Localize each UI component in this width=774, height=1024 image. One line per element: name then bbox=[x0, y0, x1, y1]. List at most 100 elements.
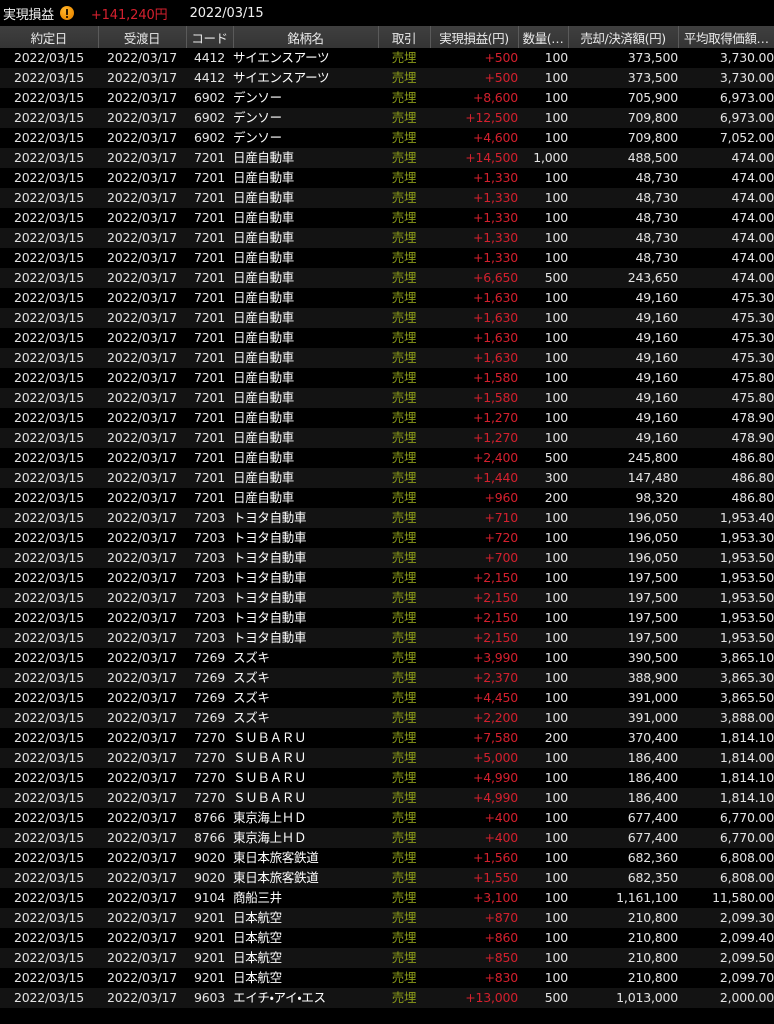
cell-trade-date: 2022/03/15 bbox=[13, 950, 85, 965]
table-row[interactable]: 2022/03/15 2022/03/17 9201 日本航空 売埋 +870 100 210… bbox=[0, 908, 774, 928]
cell-avg-price: 1,953.50 bbox=[719, 590, 774, 605]
cell-name: 日産自動車 bbox=[233, 450, 295, 465]
table-row[interactable]: 2022/03/15 2022/03/17 7270 ＳＵＢＡＲＵ 売埋 +5,000 10… bbox=[0, 748, 774, 768]
cell-code: 7270 bbox=[193, 730, 225, 745]
cell-realized-pl: +1,270 bbox=[472, 430, 518, 445]
cell-name: 東京海上ＨＤ bbox=[233, 830, 307, 845]
cell-realized-pl: +4,600 bbox=[472, 130, 518, 145]
table-row[interactable]: 2022/03/15 2022/03/17 7203 トヨタ自動車 売埋 +710 100 1… bbox=[0, 508, 774, 528]
cell-quantity: 100 bbox=[544, 390, 568, 405]
table-row[interactable]: 2022/03/15 2022/03/17 9603 エイチ・アイ・エス 売埋 +13,0… bbox=[0, 988, 774, 1008]
table-row[interactable]: 2022/03/15 2022/03/17 7203 トヨタ自動車 売埋 +2,150 10… bbox=[0, 588, 774, 608]
cell-quantity: 100 bbox=[544, 170, 568, 185]
cell-code: 7270 bbox=[193, 770, 225, 785]
table-row[interactable]: 2022/03/15 2022/03/17 8766 東京海上ＨＤ 売埋 +400 100 6… bbox=[0, 828, 774, 848]
cell-avg-price: 3,865.10 bbox=[719, 650, 774, 665]
table-row[interactable]: 2022/03/15 2022/03/17 7203 トヨタ自動車 売埋 +2,150 10… bbox=[0, 628, 774, 648]
cell-trade-date: 2022/03/15 bbox=[13, 170, 85, 185]
table-row[interactable]: 2022/03/15 2022/03/17 7201 日産自動車 売埋 +2,400 500… bbox=[0, 448, 774, 468]
realized-pl-table-container[interactable]: 約定日 受渡日 コード 銘柄名 取引 実現損益(円) 数量(… 売却/決済額(円… bbox=[0, 26, 774, 1008]
column-header-realized-pl[interactable]: 実現損益(円) bbox=[430, 26, 519, 48]
cell-quantity: 100 bbox=[544, 250, 568, 265]
table-row[interactable]: 2022/03/15 2022/03/17 4412 サイエンスアーツ 売埋 +500 10… bbox=[0, 68, 774, 88]
cell-realized-pl: +6,650 bbox=[472, 270, 518, 285]
cell-amount: 196,050 bbox=[627, 550, 678, 565]
table-row[interactable]: 2022/03/15 2022/03/17 7201 日産自動車 売埋 +1,270 100… bbox=[0, 428, 774, 448]
table-row[interactable]: 2022/03/15 2022/03/17 4412 サイエンスアーツ 売埋 +500 10… bbox=[0, 48, 774, 68]
table-row[interactable]: 2022/03/15 2022/03/17 7201 日産自動車 売埋 +1,580 100… bbox=[0, 368, 774, 388]
cell-code: 7201 bbox=[193, 210, 225, 225]
table-row[interactable]: 2022/03/15 2022/03/17 7270 ＳＵＢＡＲＵ 売埋 +4,990 10… bbox=[0, 768, 774, 788]
table-row[interactable]: 2022/03/15 2022/03/17 7203 トヨタ自動車 売埋 +720 100 1… bbox=[0, 528, 774, 548]
table-row[interactable]: 2022/03/15 2022/03/17 9020 東日本旅客鉄道 売埋 +1,560 1… bbox=[0, 848, 774, 868]
table-row[interactable]: 2022/03/15 2022/03/17 7269 スズキ 売埋 +2,200 100 39… bbox=[0, 708, 774, 728]
cell-trade-type: 売埋 bbox=[391, 650, 417, 665]
cell-realized-pl: +3,100 bbox=[472, 890, 518, 905]
table-row[interactable]: 2022/03/15 2022/03/17 7201 日産自動車 売埋 +1,330 100… bbox=[0, 248, 774, 268]
table-row[interactable]: 2022/03/15 2022/03/17 7201 日産自動車 売埋 +6,650 500… bbox=[0, 268, 774, 288]
table-row[interactable]: 2022/03/15 2022/03/17 7201 日産自動車 売埋 +960 200 98… bbox=[0, 488, 774, 508]
table-row[interactable]: 2022/03/15 2022/03/17 7201 日産自動車 売埋 +1,580 100… bbox=[0, 388, 774, 408]
table-row[interactable]: 2022/03/15 2022/03/17 9201 日本航空 売埋 +850 100 210… bbox=[0, 948, 774, 968]
cell-settle-date: 2022/03/17 bbox=[106, 190, 178, 205]
table-row[interactable]: 2022/03/15 2022/03/17 7270 ＳＵＢＡＲＵ 売埋 +4,990 10… bbox=[0, 788, 774, 808]
table-row[interactable]: 2022/03/15 2022/03/17 9020 東日本旅客鉄道 売埋 +1,550 1… bbox=[0, 868, 774, 888]
table-row[interactable]: 2022/03/15 2022/03/17 9104 商船三井 売埋 +3,100 100 1… bbox=[0, 888, 774, 908]
warning-exclamation-icon[interactable] bbox=[59, 6, 74, 20]
cell-amount: 677,400 bbox=[627, 810, 678, 825]
cell-quantity: 100 bbox=[544, 790, 568, 805]
table-row[interactable]: 2022/03/15 2022/03/17 9201 日本航空 売埋 +860 100 210… bbox=[0, 928, 774, 948]
table-row[interactable]: 2022/03/15 2022/03/17 7270 ＳＵＢＡＲＵ 売埋 +7,580 20… bbox=[0, 728, 774, 748]
realized-pl-table: 約定日 受渡日 コード 銘柄名 取引 実現損益(円) 数量(… 売却/決済額(円… bbox=[0, 26, 774, 1008]
cell-amount: 147,480 bbox=[627, 470, 678, 485]
cell-amount: 370,400 bbox=[627, 730, 678, 745]
table-row[interactable]: 2022/03/15 2022/03/17 6902 デンソー 売埋 +12,500 100… bbox=[0, 108, 774, 128]
table-row[interactable]: 2022/03/15 2022/03/17 7201 日産自動車 売埋 +1,330 100… bbox=[0, 228, 774, 248]
cell-amount: 197,500 bbox=[627, 610, 678, 625]
column-header-code[interactable]: コード bbox=[186, 26, 234, 48]
table-row[interactable]: 2022/03/15 2022/03/17 6902 デンソー 売埋 +4,600 100 7… bbox=[0, 128, 774, 148]
cell-quantity: 100 bbox=[544, 310, 568, 325]
cell-name: エイチ・アイ・エス bbox=[233, 990, 326, 1005]
cell-avg-price: 475.30 bbox=[731, 350, 774, 365]
cell-trade-type: 売埋 bbox=[391, 410, 417, 425]
cell-trade-type: 売埋 bbox=[391, 450, 417, 465]
table-row[interactable]: 2022/03/15 2022/03/17 7201 日産自動車 売埋 +1,270 100… bbox=[0, 408, 774, 428]
cell-quantity: 100 bbox=[544, 650, 568, 665]
cell-trade-date: 2022/03/15 bbox=[13, 250, 85, 265]
table-row[interactable]: 2022/03/15 2022/03/17 7201 日産自動車 売埋 +1,440 300… bbox=[0, 468, 774, 488]
table-row[interactable]: 2022/03/15 2022/03/17 7203 トヨタ自動車 売埋 +2,150 10… bbox=[0, 568, 774, 588]
table-row[interactable]: 2022/03/15 2022/03/17 7201 日産自動車 売埋 +1,630 100… bbox=[0, 328, 774, 348]
column-header-avg-price[interactable]: 平均取得価額… bbox=[678, 26, 774, 48]
table-row[interactable]: 2022/03/15 2022/03/17 7203 トヨタ自動車 売埋 +700 100 1… bbox=[0, 548, 774, 568]
table-row[interactable]: 2022/03/15 2022/03/17 7269 スズキ 売埋 +4,450 100 39… bbox=[0, 688, 774, 708]
table-row[interactable]: 2022/03/15 2022/03/17 9201 日本航空 売埋 +830 100 210… bbox=[0, 968, 774, 988]
cell-trade-type: 売埋 bbox=[391, 470, 417, 485]
table-row[interactable]: 2022/03/15 2022/03/17 8766 東京海上ＨＤ 売埋 +400 100 6… bbox=[0, 808, 774, 828]
table-row[interactable]: 2022/03/15 2022/03/17 7201 日産自動車 売埋 +14,500 1,… bbox=[0, 148, 774, 168]
cell-avg-price: 475.30 bbox=[731, 310, 774, 325]
cell-code: 7201 bbox=[193, 410, 225, 425]
column-header-trade-type[interactable]: 取引 bbox=[378, 26, 431, 48]
column-header-trade-date[interactable]: 約定日 bbox=[0, 26, 99, 48]
table-row[interactable]: 2022/03/15 2022/03/17 7201 日産自動車 売埋 +1,330 100… bbox=[0, 188, 774, 208]
cell-settle-date: 2022/03/17 bbox=[106, 110, 178, 125]
column-header-quantity[interactable]: 数量(… bbox=[518, 26, 569, 48]
cell-settle-date: 2022/03/17 bbox=[106, 310, 178, 325]
table-row[interactable]: 2022/03/15 2022/03/17 7201 日産自動車 売埋 +1,630 100… bbox=[0, 348, 774, 368]
table-row[interactable]: 2022/03/15 2022/03/17 7269 スズキ 売埋 +2,370 100 38… bbox=[0, 668, 774, 688]
cell-code: 9201 bbox=[193, 930, 225, 945]
table-row[interactable]: 2022/03/15 2022/03/17 7269 スズキ 売埋 +3,990 100 39… bbox=[0, 648, 774, 668]
table-row[interactable]: 2022/03/15 2022/03/17 7201 日産自動車 売埋 +1,330 100… bbox=[0, 208, 774, 228]
cell-code: 7201 bbox=[193, 270, 225, 285]
table-row[interactable]: 2022/03/15 2022/03/17 6902 デンソー 売埋 +8,600 100 7… bbox=[0, 88, 774, 108]
column-header-settle-date[interactable]: 受渡日 bbox=[98, 26, 187, 48]
column-header-name[interactable]: 銘柄名 bbox=[233, 26, 379, 48]
cell-settle-date: 2022/03/17 bbox=[106, 330, 178, 345]
table-row[interactable]: 2022/03/15 2022/03/17 7203 トヨタ自動車 売埋 +2,150 10… bbox=[0, 608, 774, 628]
table-row[interactable]: 2022/03/15 2022/03/17 7201 日産自動車 売埋 +1,630 100… bbox=[0, 308, 774, 328]
cell-code: 6902 bbox=[193, 110, 225, 125]
table-row[interactable]: 2022/03/15 2022/03/17 7201 日産自動車 売埋 +1,630 100… bbox=[0, 288, 774, 308]
column-header-amount[interactable]: 売却/決済額(円) bbox=[568, 26, 679, 48]
table-row[interactable]: 2022/03/15 2022/03/17 7201 日産自動車 売埋 +1,330 100… bbox=[0, 168, 774, 188]
